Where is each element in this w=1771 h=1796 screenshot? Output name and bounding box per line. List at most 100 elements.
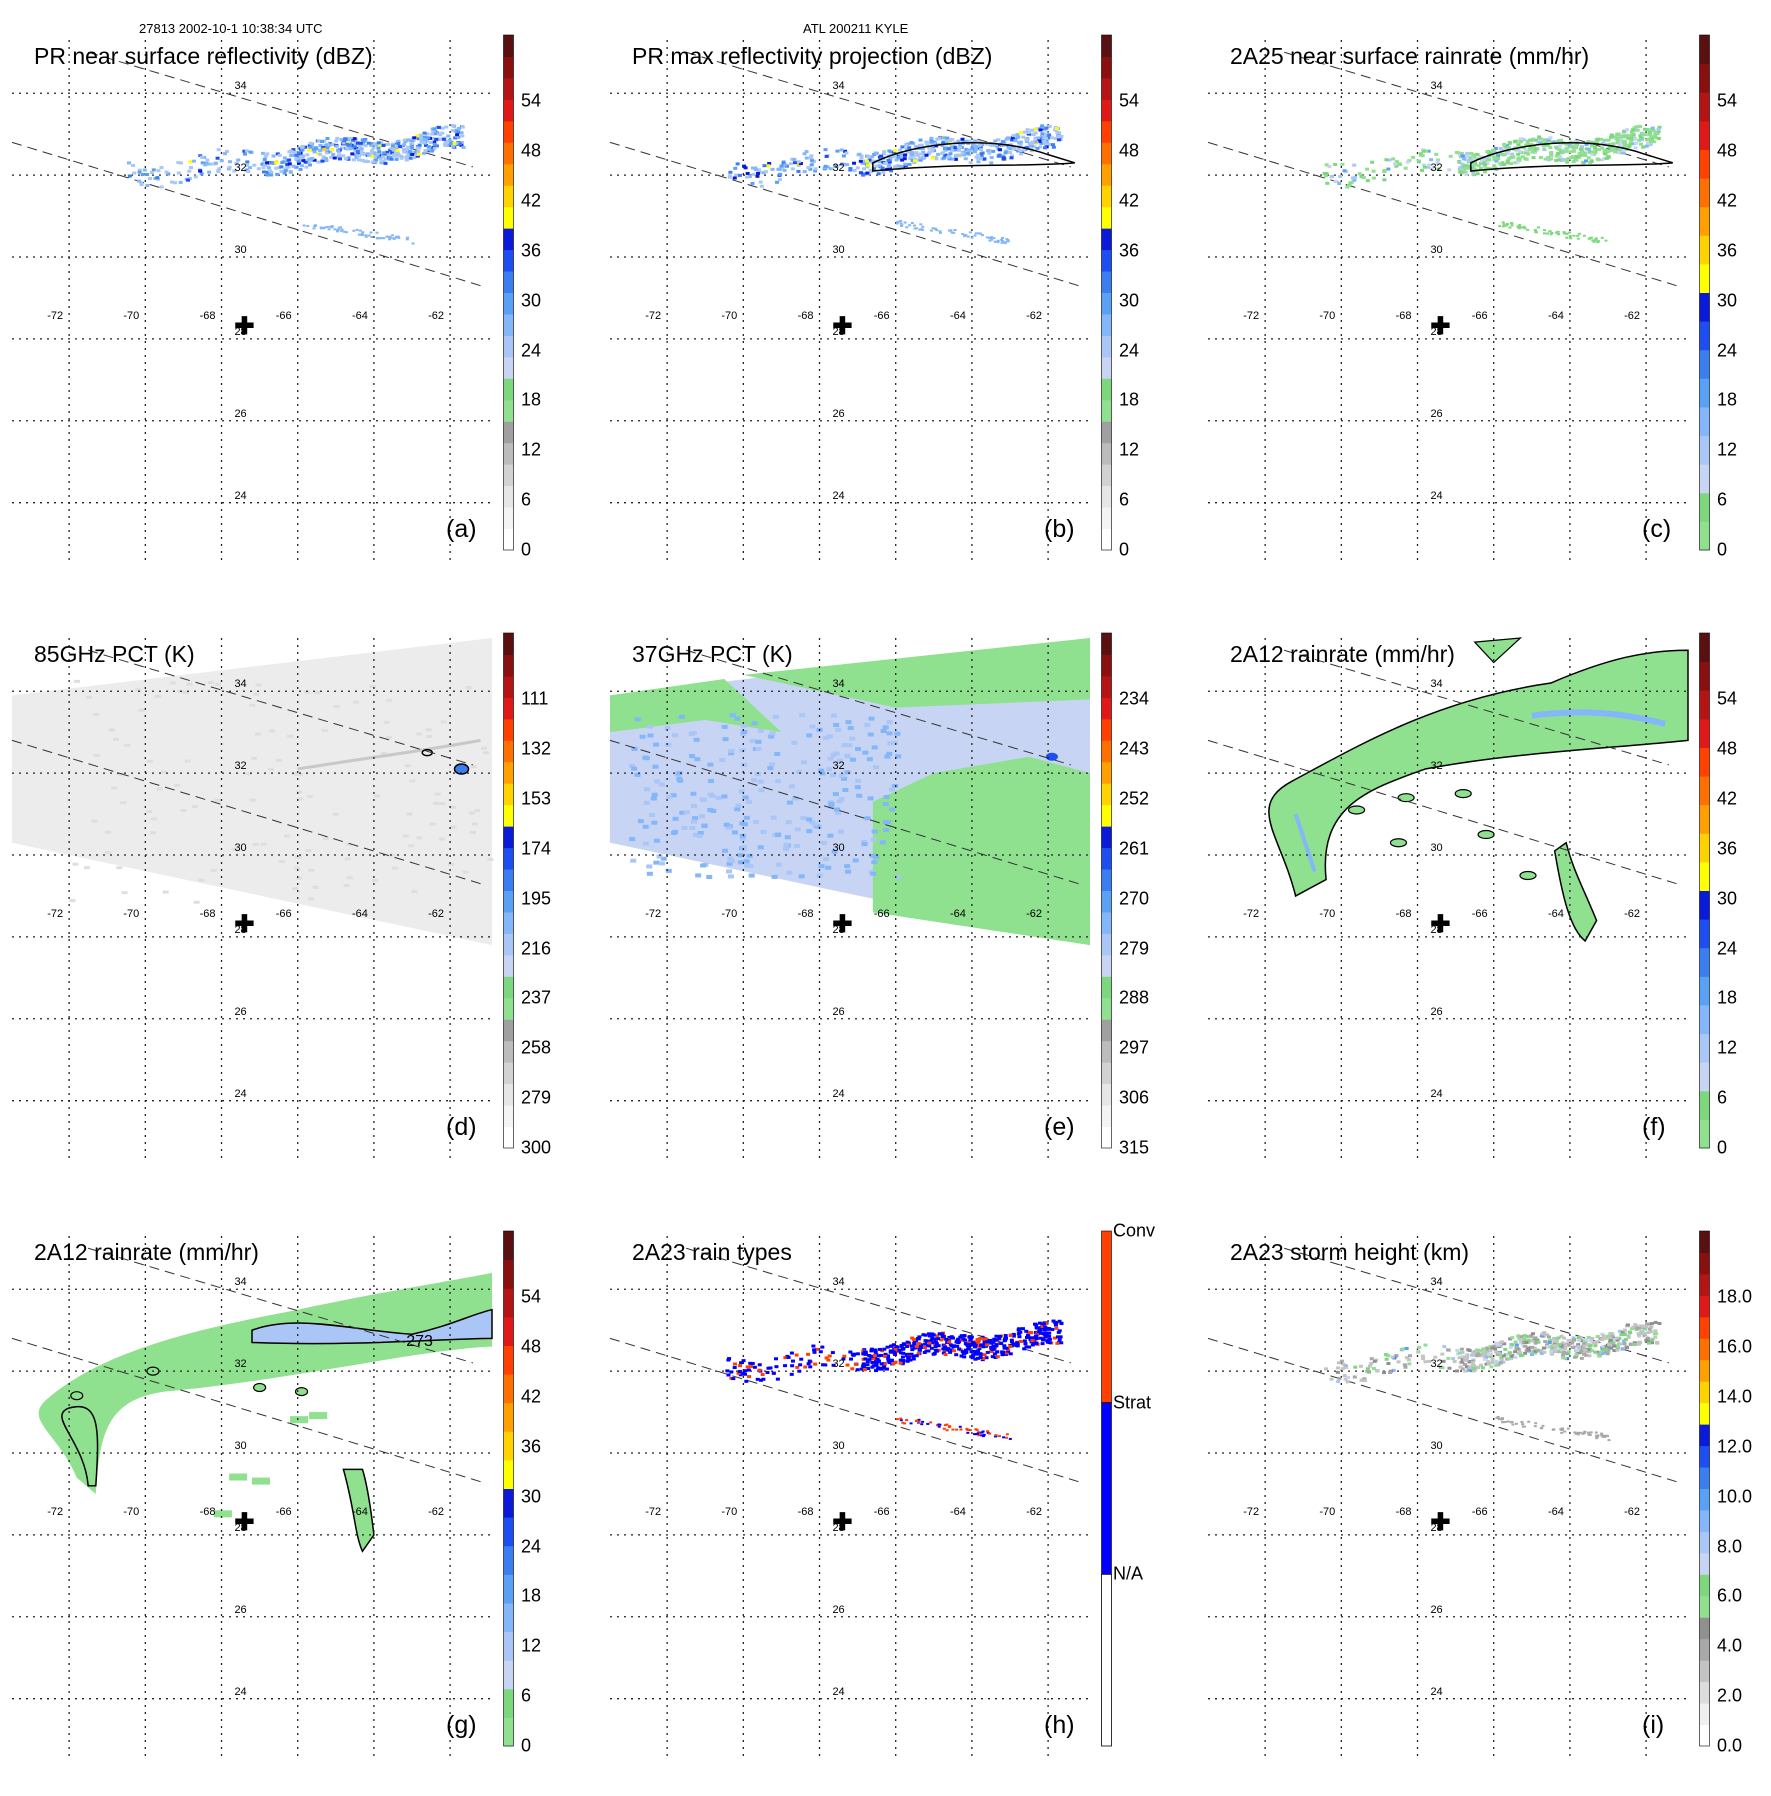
colorbar-h — [1101, 1230, 1112, 1747]
colorbar-tick-g: 54 — [521, 1286, 542, 1307]
colorbar-tick-g: 30 — [521, 1486, 542, 1507]
colorbar-tick-f: 48 — [1717, 738, 1738, 759]
lon-tick-label: -66 — [1471, 907, 1488, 920]
panel-title-d: 85GHz PCT (K) — [34, 641, 195, 667]
lat-tick-label: 28 — [234, 325, 247, 338]
panel-b: 34 32 30 28 26 24 -72 -70 -68 -66 -64 -62 ✚ PR max re… — [609, 34, 1210, 600]
colorbar-tick-g: 0 — [521, 1735, 532, 1756]
colorbar-g — [503, 1230, 514, 1747]
lon-tick-label: -62 — [428, 309, 445, 322]
colorbar-tick-i: 10.0 — [1717, 1486, 1753, 1507]
panel-c: 34 32 30 28 26 24 -72 -70 -68 -66 -64 -62 ✚ 2A25 near… — [1207, 34, 1771, 600]
lat-tick-label: 26 — [1430, 1005, 1443, 1018]
lat-tick-label: 34 — [1430, 1276, 1443, 1289]
colorbar-tick-d: 195 — [521, 888, 552, 909]
storm-center-marker: ✚ — [832, 312, 853, 340]
lat-tick-label: 24 — [234, 1087, 247, 1100]
lat-tick-label: 30 — [234, 244, 247, 256]
panel-label-e: (e) — [1044, 1113, 1075, 1141]
lat-tick-label: 32 — [1430, 162, 1443, 175]
colorbar-tick-d: 216 — [521, 938, 552, 959]
colorbar-tick-a: 48 — [521, 140, 542, 161]
lat-tick-label: 34 — [832, 80, 845, 93]
colorbar-tick-a: 24 — [521, 340, 542, 361]
panel-f: 34 32 30 28 26 24 -72 -70 -68 -66 -64 -62 ✚ 2A12 rain… — [1207, 632, 1771, 1198]
panel-i: 34 32 30 28 26 24 -72 -70 -68 -66 -64 -62 ✚ 2A23 stor… — [1207, 1230, 1771, 1796]
storm-center-marker: ✚ — [1430, 910, 1451, 938]
colorbar-tick-c: 36 — [1717, 240, 1738, 261]
colorbar-tick-b: 6 — [1119, 489, 1130, 510]
colorbar-tick-i: 4.0 — [1717, 1635, 1743, 1656]
lon-tick-label: -72 — [47, 1505, 64, 1518]
lon-tick-label: -62 — [1026, 1505, 1043, 1518]
lon-tick-label: -68 — [1395, 1505, 1412, 1518]
lon-tick-label: -70 — [1319, 309, 1336, 322]
colorbar-tick-f: 18 — [1717, 987, 1738, 1008]
lon-tick-label: -70 — [123, 907, 140, 920]
map-d — [11, 638, 494, 1158]
lon-tick-label: -72 — [1243, 907, 1260, 920]
lat-tick-label: 28 — [1430, 923, 1443, 936]
panel-title-h: 2A23 rain types — [632, 1239, 792, 1265]
storm-center-marker: ✚ — [832, 910, 853, 938]
colorbar-tick-c: 0 — [1717, 539, 1728, 560]
lat-tick-label: 28 — [1430, 325, 1443, 338]
lon-tick-label: -66 — [275, 309, 292, 322]
colorbar-tick-c: 54 — [1717, 90, 1738, 111]
lon-tick-label: -66 — [275, 907, 292, 920]
colorbar-tick-g: 24 — [521, 1536, 542, 1557]
colorbar-tick-b: 12 — [1119, 439, 1140, 460]
panel-title-g: 2A12 rainrate (mm/hr) — [34, 1239, 259, 1265]
lon-tick-label: -62 — [1624, 309, 1641, 322]
panel-d: 34 32 30 28 26 24 -72 -70 -68 -66 -64 -62 ✚ 85GHz PCT… — [11, 632, 612, 1198]
colorbar-tick-d: 279 — [521, 1087, 552, 1108]
colorbar-tick-b: 30 — [1119, 290, 1140, 311]
colorbar-tick-d: 258 — [521, 1037, 552, 1058]
colorbar-a — [503, 34, 514, 551]
map-h — [609, 1236, 1090, 1756]
lat-tick-label: 30 — [832, 1440, 845, 1452]
colorbar-tick-d: 300 — [521, 1137, 552, 1158]
colorbar-tick-h: N/A — [1113, 1563, 1144, 1584]
lat-tick-label: 26 — [234, 1005, 247, 1018]
colorbar-tick-i: 18.0 — [1717, 1286, 1753, 1307]
colorbar-tick-a: 18 — [521, 389, 542, 410]
lon-tick-label: -62 — [428, 907, 445, 920]
lon-tick-label: -68 — [199, 309, 216, 322]
map-a — [11, 40, 492, 560]
colorbar-i — [1699, 1230, 1710, 1747]
colorbar-tick-g: 42 — [521, 1386, 542, 1407]
panel-title-f: 2A12 rainrate (mm/hr) — [1230, 641, 1455, 667]
lat-tick-label: 34 — [234, 678, 247, 691]
lon-tick-label: -64 — [351, 907, 368, 920]
lon-tick-label: -64 — [949, 309, 966, 322]
lon-tick-label: -68 — [1395, 309, 1412, 322]
lon-tick-label: -62 — [1624, 1505, 1641, 1518]
colorbar-tick-c: 30 — [1717, 290, 1738, 311]
lat-tick-label: 28 — [234, 1521, 247, 1534]
panel-e: 34 32 30 28 26 24 -72 -70 -68 -66 -64 -62 ✚ 37GHz PCT… — [609, 632, 1210, 1198]
colorbar-tick-g: 6 — [521, 1685, 532, 1706]
colorbar-d — [503, 632, 514, 1149]
lon-tick-label: -62 — [1026, 309, 1043, 322]
lon-tick-label: -70 — [721, 907, 738, 920]
colorbar-tick-g: 12 — [521, 1635, 542, 1656]
lon-tick-label: -72 — [645, 1505, 662, 1518]
colorbar-tick-e: 288 — [1119, 987, 1150, 1008]
colorbar-tick-d: 174 — [521, 838, 552, 859]
colorbar-tick-i: 6.0 — [1717, 1585, 1743, 1606]
lon-tick-label: -64 — [351, 309, 368, 322]
panel-g: 34 32 30 28 26 24 -72 -70 -68 -66 -64 -62 ✚ 2A12 rain… — [11, 1230, 612, 1796]
lat-tick-label: 26 — [832, 1603, 845, 1616]
panel-label-h: (h) — [1044, 1711, 1075, 1739]
colorbar-tick-b: 54 — [1119, 90, 1140, 111]
colorbar-tick-b: 0 — [1119, 539, 1130, 560]
panel-h: 34 32 30 28 26 24 -72 -70 -68 -66 -64 -62 ✚ 2A23 rain… — [609, 1221, 1210, 1796]
lon-tick-label: -68 — [1395, 907, 1412, 920]
panel-title-e: 37GHz PCT (K) — [632, 641, 793, 667]
panel-label-i: (i) — [1642, 1711, 1665, 1739]
map-e — [609, 638, 1090, 1158]
lat-tick-label: 34 — [832, 1276, 845, 1289]
colorbar-c — [1699, 34, 1710, 551]
colorbar-tick-f: 54 — [1717, 688, 1738, 709]
